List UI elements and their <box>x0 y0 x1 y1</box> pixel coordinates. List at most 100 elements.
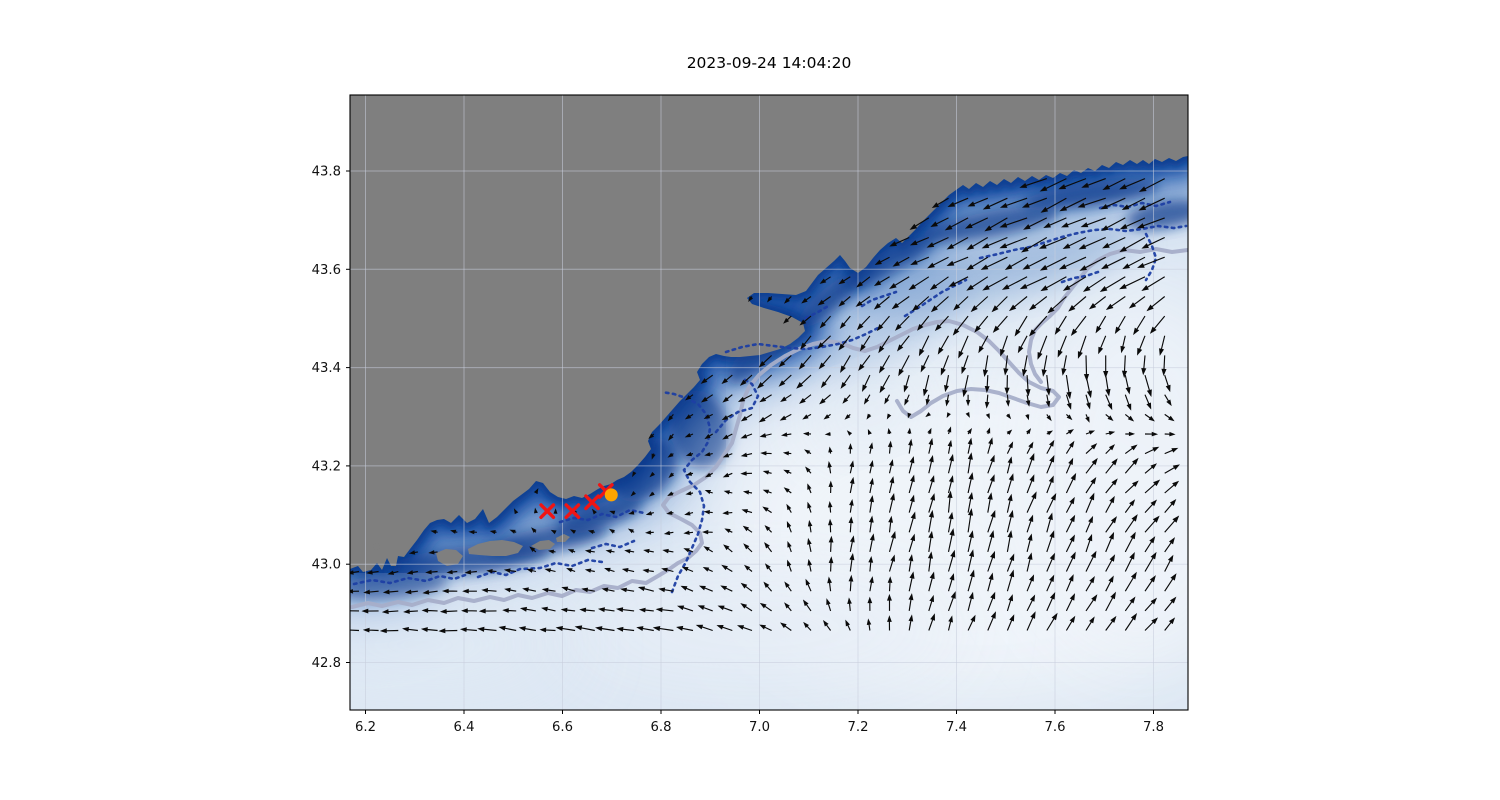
current-arrow <box>522 587 537 593</box>
current-arrow <box>764 525 773 533</box>
current-arrow <box>1138 197 1165 211</box>
current-arrow <box>838 296 851 307</box>
current-arrow <box>779 413 792 421</box>
current-arrow <box>849 535 855 553</box>
current-arrow <box>1025 414 1030 421</box>
current-arrow <box>748 296 754 302</box>
current-arrow <box>1105 375 1111 397</box>
current-arrow <box>1026 552 1033 572</box>
current-arrow <box>502 608 517 613</box>
current-arrow <box>967 491 974 513</box>
current-arrow <box>1144 499 1158 513</box>
current-arrow <box>1066 429 1075 435</box>
current-arrow <box>1047 296 1067 314</box>
current-arrow <box>722 472 733 478</box>
current-arrow <box>927 551 934 572</box>
current-arrow <box>759 624 772 632</box>
current-arrow <box>1065 375 1072 400</box>
current-arrow <box>743 543 753 553</box>
current-arrow <box>740 452 753 458</box>
current-arrow <box>1128 296 1146 309</box>
current-arrow <box>987 530 995 553</box>
current-arrow <box>579 607 595 613</box>
current-arrow <box>350 629 360 632</box>
current-arrow <box>721 374 733 385</box>
current-arrow <box>1026 474 1035 494</box>
current-arrow <box>1085 430 1096 435</box>
current-arrow <box>868 442 874 454</box>
current-arrow <box>1065 457 1074 474</box>
current-arrow <box>888 554 896 572</box>
current-arrow <box>1004 256 1028 270</box>
current-arrow <box>866 413 872 420</box>
current-arrow <box>974 315 989 333</box>
current-arrow <box>838 276 851 285</box>
current-arrow <box>849 552 855 572</box>
current-arrow <box>624 549 635 554</box>
current-arrow <box>1144 463 1157 474</box>
shallow-light-patch <box>350 605 570 685</box>
current-arrow <box>1058 178 1087 190</box>
current-arrow <box>947 591 956 612</box>
current-arrow <box>1085 492 1095 513</box>
current-arrow <box>704 472 713 478</box>
current-arrow <box>1005 394 1011 407</box>
current-arrow <box>787 540 792 553</box>
inner-dashed-contour <box>860 290 898 308</box>
current-arrow <box>481 588 497 593</box>
current-arrow <box>1005 413 1012 420</box>
current-arrow <box>684 433 694 438</box>
current-arrow <box>685 394 694 401</box>
current-arrow <box>985 413 990 420</box>
current-arrow <box>903 374 910 393</box>
red-x-marker <box>539 503 556 520</box>
current-arrow <box>1164 394 1172 407</box>
current-arrow <box>886 593 892 611</box>
current-arrow <box>824 432 831 437</box>
inner-dashed-contour <box>1098 200 1172 210</box>
current-arrow <box>849 476 855 494</box>
current-arrow <box>680 585 694 592</box>
current-arrow <box>627 528 635 534</box>
current-arrow <box>1046 574 1055 592</box>
y-tick-label: 42.8 <box>312 656 341 671</box>
current-arrow <box>716 625 733 632</box>
current-arrow <box>967 614 976 631</box>
current-arrow <box>799 394 812 404</box>
current-arrow <box>869 533 875 553</box>
current-arrow <box>947 197 969 207</box>
current-arrow <box>723 490 733 495</box>
x-tick-label: 7.8 <box>1143 720 1164 735</box>
current-arrow <box>1080 217 1106 228</box>
current-arrow <box>421 608 438 613</box>
current-arrow <box>553 508 558 514</box>
current-arrow <box>786 521 792 533</box>
current-arrow <box>1085 533 1093 553</box>
current-arrow <box>1065 514 1076 533</box>
current-arrow <box>1119 178 1146 190</box>
current-arrow <box>908 494 915 513</box>
current-arrow <box>907 412 912 419</box>
current-arrow <box>782 451 792 456</box>
current-arrow <box>637 586 654 592</box>
current-arrow <box>966 237 989 250</box>
current-arrow <box>1141 355 1147 376</box>
current-arrow <box>724 528 733 533</box>
current-arrow <box>1099 276 1126 292</box>
current-arrow <box>1065 615 1076 631</box>
current-arrow <box>616 626 635 632</box>
current-arrow <box>1119 276 1146 290</box>
current-arrow <box>636 626 654 632</box>
current-arrow <box>978 335 989 354</box>
current-arrow <box>999 197 1028 208</box>
current-arrow <box>1124 444 1138 455</box>
current-arrow <box>1065 394 1072 410</box>
current-arrow <box>911 296 930 312</box>
red-x-marker <box>584 494 600 511</box>
current-arrow <box>828 556 834 572</box>
current-arrow <box>601 587 615 593</box>
current-arrow <box>468 530 477 535</box>
current-arrow <box>1124 394 1132 411</box>
current-arrow <box>1061 217 1087 228</box>
current-arrow <box>888 515 894 533</box>
